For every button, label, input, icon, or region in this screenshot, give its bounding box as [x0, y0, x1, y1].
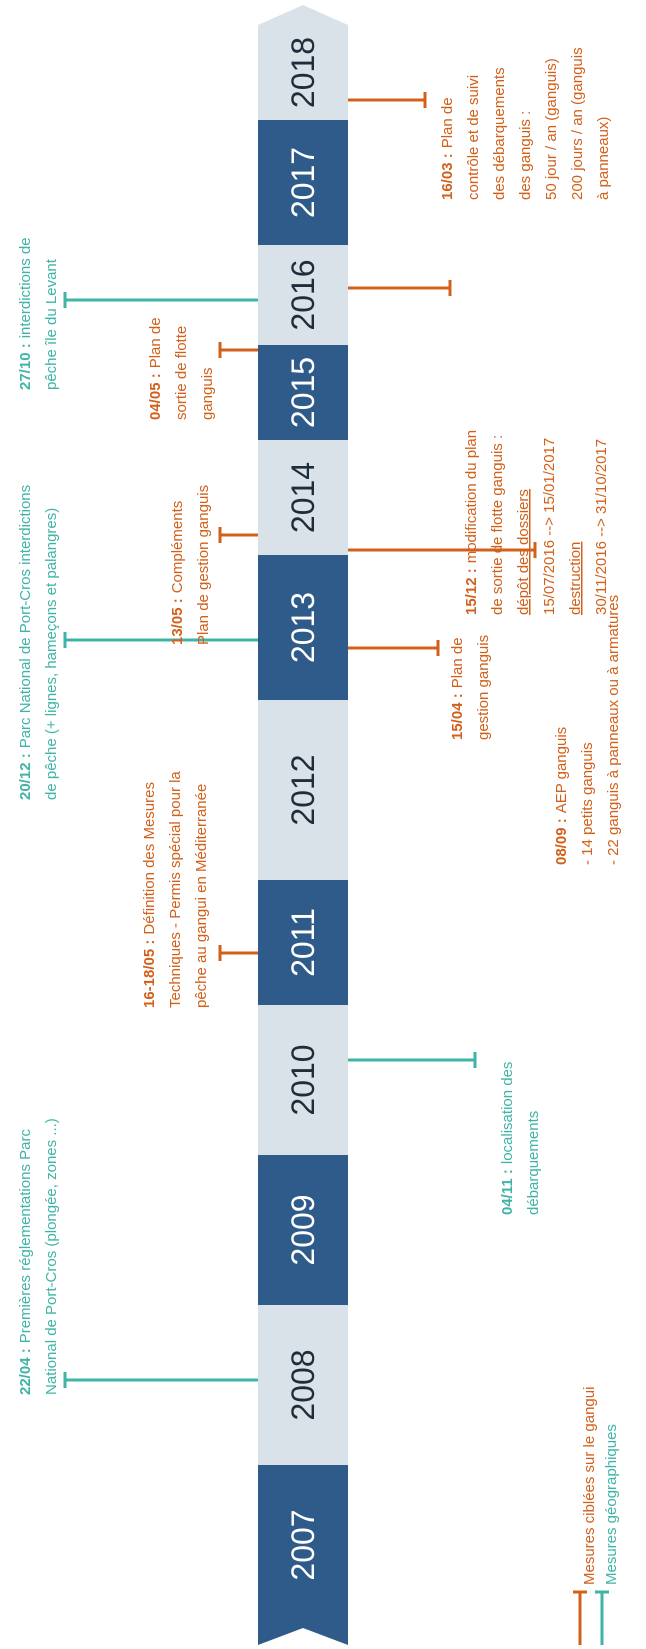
year-segment	[258, 345, 348, 440]
event-line: débarquements	[525, 1111, 542, 1215]
event-line: à panneaux)	[595, 117, 612, 200]
event-line: Plan de	[449, 637, 466, 688]
year-label: 2008	[285, 1349, 321, 1420]
year-label: 2009	[285, 1194, 321, 1265]
year-label: 2012	[285, 754, 321, 825]
event-line: pêche île du Levant	[43, 258, 60, 390]
event-date: 27/10 :	[17, 343, 34, 390]
event-line: de pêche (+ lignes, hameçons et palangre…	[43, 508, 60, 800]
year-segment	[258, 1305, 348, 1465]
year-segment	[258, 880, 348, 1005]
event-date: 16/03 :	[439, 153, 456, 200]
event-date: 22/04 :	[17, 1348, 34, 1395]
year-label: 2015	[285, 357, 321, 428]
event-line: localisation des	[499, 1062, 516, 1165]
event-text: 27/10 : interdictions de pêche île du Leva…	[17, 237, 60, 390]
legend-label: Mesures ciblées sur le gangui	[581, 1387, 598, 1585]
event-line: ganguis	[199, 367, 216, 420]
year-segment	[258, 555, 348, 700]
event-line: Plan de	[439, 97, 456, 148]
year-segment	[258, 1155, 348, 1305]
event-line: pêche au gangui en Méditerranée	[193, 784, 210, 1008]
year-label: 2018	[285, 37, 321, 108]
event-text: 20/12 : Parc National de Port-Cros interd…	[17, 485, 60, 800]
event-line: National de Port-Cros (plongée, zones ..…	[43, 1118, 60, 1395]
year-segment	[258, 440, 348, 555]
year-label: 2007	[285, 1509, 321, 1580]
event-line: 30/11/2016 --> 31/10/2017	[593, 439, 610, 615]
event-line: 50 jour / an (ganguis)	[543, 58, 560, 200]
year-segment	[258, 25, 348, 120]
event-text: 16/03 : Plan de contrôle et de suivi des dé…	[439, 47, 612, 200]
event-line: modification du plan	[463, 430, 480, 563]
event-date: 04/11 :	[499, 1169, 516, 1215]
event-line: des ganguis :	[517, 111, 534, 200]
event-date: 15/12 :	[463, 568, 480, 615]
event-date: 08/09 :	[553, 818, 570, 865]
year-label: 2017	[285, 147, 321, 218]
event-text: 15/04 : Plan de gestion ganguis	[449, 635, 492, 740]
year-segment	[258, 700, 348, 880]
event-line: 200 jours / an (ganguis	[569, 47, 586, 200]
year-segment	[258, 245, 348, 345]
event-date: 20/12 :	[17, 753, 34, 800]
event-date: 16-18/05 :	[141, 940, 158, 1008]
event-line: - 14 petits ganguis	[579, 742, 596, 865]
event-line: Définition des Mesures	[141, 782, 158, 935]
event-line: Premières réglementations Parc	[17, 1129, 34, 1344]
event-text: 08/09 : AEP ganguis - 14 petits ganguis - 2…	[553, 595, 622, 865]
event-line: Techniques - Permis spécial pour la	[167, 771, 184, 1008]
event-line: des débarquements	[491, 67, 508, 200]
event-line: contrôle et de suivi	[465, 75, 482, 200]
event-line: Compléments	[169, 501, 186, 594]
year-label: 2013	[285, 592, 321, 663]
event-text: 15/12 : modification du plan de sortie de …	[463, 430, 610, 615]
event-line: - 22 ganguis à panneaux ou à armatures	[605, 595, 622, 865]
event-line: destruction	[567, 542, 584, 615]
event-line: de sortie de flotte ganguis :	[489, 435, 506, 615]
event-date: 13/05 :	[169, 598, 186, 645]
legend-label: Mesures géographiques	[603, 1424, 620, 1585]
event-line: interdictions de	[17, 237, 34, 338]
event-line: AEP ganguis	[553, 727, 570, 813]
year-segment	[258, 120, 348, 245]
event-date: 15/04 :	[449, 693, 466, 740]
event-text: 16-18/05 : Définition des Mesures Techniqu…	[141, 771, 210, 1008]
event-line: Plan de	[147, 317, 164, 368]
event-text: 13/05 : Compléments Plan de gestion gangui…	[169, 485, 212, 645]
arrow-tail	[258, 1625, 348, 1645]
year-segment	[258, 1005, 348, 1155]
event-text: 22/04 : Premières réglementations Parc Nat…	[17, 1118, 60, 1395]
event-text: 04/11 : localisation des débarquements	[499, 1062, 542, 1215]
year-label: 2016	[285, 259, 321, 330]
arrow-head	[258, 5, 348, 25]
event-line: Parc National de Port-Cros interdictions	[17, 485, 34, 748]
event-line: Plan de gestion ganguis	[195, 485, 212, 645]
event-line: 15/07/2016 --> 15/01/2017	[541, 438, 558, 615]
year-label: 2014	[285, 462, 321, 533]
year-label: 2010	[285, 1044, 321, 1115]
event-date: 04/05 :	[147, 373, 164, 420]
year-segment	[258, 1465, 348, 1625]
year-label: 2011	[285, 908, 321, 977]
event-line: gestion ganguis	[475, 635, 492, 740]
event-line: dépôt des dossiers	[515, 489, 532, 615]
event-line: sortie de flotte	[173, 326, 190, 420]
event-text: 04/05 : Plan de sortie de flotte ganguis	[147, 317, 216, 420]
